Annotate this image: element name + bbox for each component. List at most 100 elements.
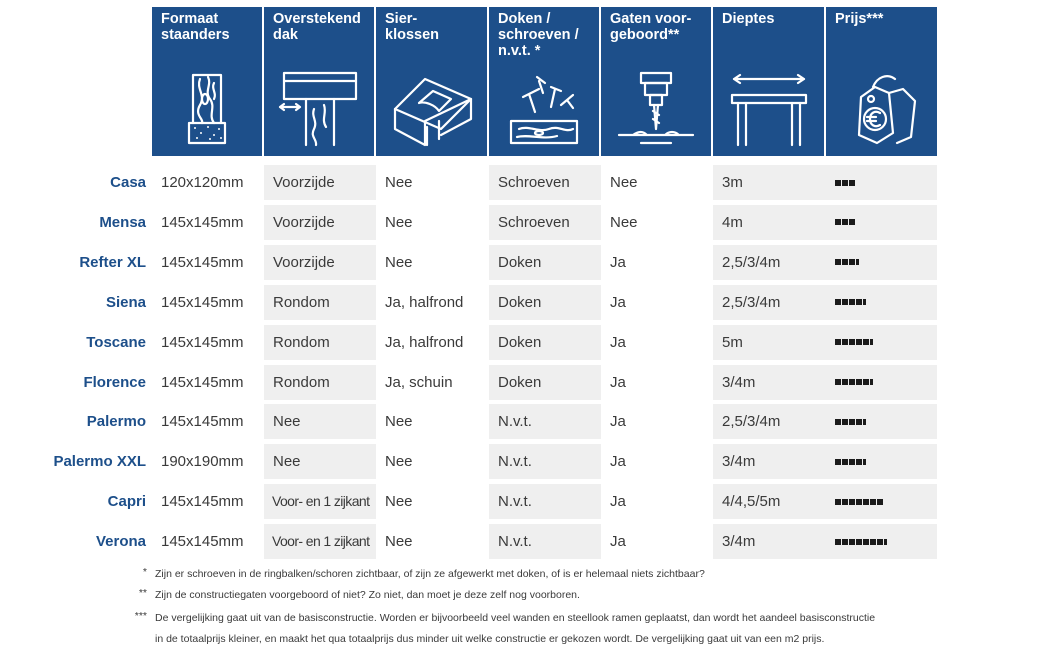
table-cell: Ja, schuin — [385, 373, 453, 391]
table-row: Palermo 145x145mm Nee Nee N.v.t. Ja 2,5/3/4m — [0, 404, 1040, 440]
table-cell: Ja — [610, 333, 626, 351]
table-cell: N.v.t. — [489, 404, 601, 440]
price-square-icon — [842, 498, 848, 505]
table-cell: Voorzijde — [264, 244, 376, 280]
price-rating — [826, 444, 937, 480]
table-cell: 5m — [713, 324, 826, 360]
table-cell: Nee — [385, 493, 413, 511]
column-header: Formaat staanders — [152, 7, 264, 156]
price-square-icon — [863, 339, 869, 346]
price-rating — [826, 404, 937, 440]
price-rating — [826, 284, 937, 320]
price-rating — [826, 204, 937, 240]
table-cell: Nee — [385, 174, 413, 191]
table-cell: 3/4m — [713, 444, 826, 480]
column-header-label: Doken / schroeven / n.v.t. * — [498, 11, 579, 59]
price-square-icon — [842, 538, 848, 545]
table-cell: 2,5/3/4m — [713, 284, 826, 320]
table-cell: Nee — [385, 533, 413, 551]
table-cell: 3/4m — [713, 364, 826, 400]
table-cell: 145x145mm — [161, 413, 244, 431]
table-row: Toscane 145x145mm Rondom Ja, halfrond Doken J… — [0, 324, 1040, 360]
table-cell: Ja, halfrond — [385, 333, 464, 351]
price-square-icon — [842, 379, 848, 385]
column-header-label: Prijs*** — [835, 11, 884, 27]
table-cell: Ja — [610, 453, 626, 471]
column-header: Overstekend dak — [264, 7, 376, 156]
price-half-square-icon — [884, 538, 887, 545]
column-header: Dieptes — [713, 7, 826, 156]
price-square-icon — [856, 538, 862, 545]
table-cell: N.v.t. — [489, 444, 601, 480]
table-cell: 190x190mm — [161, 453, 244, 471]
price-rating — [826, 324, 937, 360]
table-cell: Nee — [385, 453, 413, 471]
table-cell: Voor- en 1 zijkant — [264, 484, 376, 520]
table-row: Refter XL 145x145mm Voorzijde Nee Doken Ja 2,5… — [0, 244, 1040, 280]
table-cell: Voorzijde — [264, 165, 376, 200]
footnote-mark: * — [142, 566, 147, 578]
table-cell: 4/4,5/5m — [713, 484, 826, 520]
column-header: Doken / schroeven / n.v.t. * — [489, 7, 601, 156]
table-cell: Nee — [385, 213, 413, 231]
table-cell: Nee — [610, 174, 638, 191]
table-cell: Voorzijde — [264, 204, 376, 240]
price-square-icon — [863, 498, 869, 505]
table-row: Capri 145x145mm Voor- en 1 zijkant Nee N.v.t… — [0, 484, 1040, 520]
table-cell: Ja — [610, 253, 626, 271]
table-cell: Ja — [610, 413, 626, 431]
row-label: Palermo XXL — [53, 453, 146, 471]
price-square-icon — [849, 458, 855, 465]
footnote-mark: *** — [134, 610, 147, 622]
row-label: Florence — [83, 373, 146, 391]
price-square-icon — [870, 498, 876, 505]
table-row: Siena 145x145mm Rondom Ja, halfrond Doken Ja 2… — [0, 284, 1040, 320]
price-square-icon — [849, 179, 855, 186]
table-cell: Nee — [385, 253, 413, 271]
footnote: in de totaalprijs kleiner, en maakt het … — [155, 633, 824, 645]
price-square-icon — [863, 379, 869, 385]
column-header-label: Gaten voor- geboord** — [610, 11, 692, 43]
price-half-square-icon — [870, 339, 873, 346]
footnote-text: in de totaalprijs kleiner, en maakt het … — [155, 633, 825, 645]
table-cell: N.v.t. — [489, 524, 601, 560]
roof-overhang-icon — [264, 69, 374, 149]
table-row: Florence 145x145mm Rondom Ja, schuin Doken Ja… — [0, 364, 1040, 400]
price-square-icon — [835, 418, 841, 425]
column-header-label: Dieptes — [722, 11, 775, 27]
price-square-icon — [849, 538, 855, 545]
table-cell: N.v.t. — [489, 484, 601, 520]
table-row: Palermo XXL 190x190mm Nee Nee N.v.t. Ja 3/4m — [0, 444, 1040, 480]
row-label: Palermo — [86, 413, 146, 431]
table-cell: Rondom — [264, 364, 376, 400]
row-label: Verona — [95, 533, 146, 551]
table-cell: Rondom — [264, 284, 376, 320]
price-tag-euro-icon — [826, 69, 937, 149]
row-label: Refter XL — [79, 253, 146, 271]
table-cell: 145x145mm — [161, 333, 244, 351]
price-square-icon — [877, 498, 883, 505]
table-cell: Doken — [489, 244, 601, 280]
table-cell: 3/4m — [713, 524, 826, 560]
depth-table-icon — [713, 69, 824, 149]
table-cell: Schroeven — [489, 165, 601, 200]
price-square-icon — [849, 339, 855, 346]
table-cell: 3m — [713, 165, 826, 200]
table-header: Formaat staanders Overstekend dak Sier- … — [152, 7, 937, 156]
price-square-icon — [835, 339, 841, 346]
row-label: Siena — [105, 293, 146, 311]
table-cell: 120x120mm — [161, 174, 244, 191]
row-label: Toscane — [86, 333, 146, 351]
table-cell: 145x145mm — [161, 213, 244, 231]
price-square-icon — [842, 458, 848, 465]
footnote-text: Zijn de constructiegaten voorgeboord of … — [155, 589, 580, 601]
price-square-icon — [849, 418, 855, 425]
price-square-icon — [835, 498, 841, 505]
price-square-icon — [842, 259, 848, 266]
column-header-label: Sier- klossen — [385, 11, 439, 43]
price-square-icon — [856, 498, 862, 505]
price-square-icon — [849, 498, 855, 505]
table-cell: 2,5/3/4m — [713, 404, 826, 440]
table-cell: Ja — [610, 533, 626, 551]
table-row: Casa 120x120mm Voorzijde Nee Schroeven Nee 3m — [0, 165, 1040, 200]
